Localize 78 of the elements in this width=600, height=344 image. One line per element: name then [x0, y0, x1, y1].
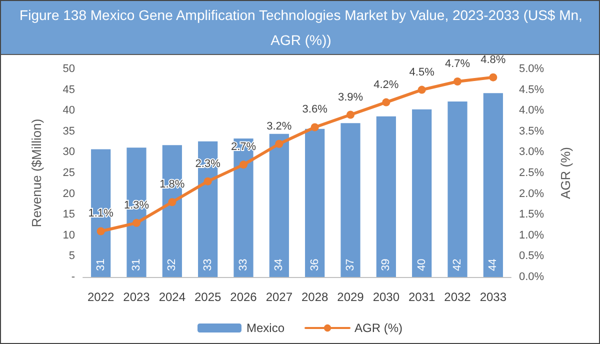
- bar: [305, 128, 325, 277]
- bar: [91, 149, 111, 277]
- x-tick-label: 2033: [480, 290, 507, 304]
- point: [382, 98, 390, 106]
- y-tick-label: -: [71, 271, 76, 283]
- data-label: 33: [202, 258, 214, 271]
- data-label: 31: [94, 258, 107, 271]
- data-label: 36: [308, 258, 321, 271]
- y-axis-title: Revenue ($Million): [29, 118, 44, 228]
- x-tick-label: 2025: [194, 290, 222, 304]
- point: [454, 77, 462, 86]
- data-label: 32: [166, 258, 178, 271]
- chart-title: Figure 138 Mexico Gene Amplification Technologies Market by Value, 2023-2033 (US$ Mn, AGR (%)): [1, 1, 599, 55]
- bar: [340, 123, 360, 277]
- bar: [448, 101, 468, 277]
- y2-tick-label: 2.5%: [519, 167, 544, 179]
- x-tick-label: 2026: [230, 290, 258, 304]
- point: [346, 110, 354, 119]
- y-tick-label: 50: [62, 63, 75, 75]
- data-label: 44: [487, 258, 500, 271]
- x-tick-label: 2029: [337, 290, 364, 304]
- data-label: 34: [273, 258, 286, 271]
- x-tick-label: 2030: [372, 290, 400, 304]
- y2-tick-label: 0.0%: [519, 271, 544, 283]
- point: [240, 160, 248, 169]
- y2-tick-label: 1.5%: [519, 208, 544, 221]
- y2-tick-label: 1.0%: [519, 229, 544, 242]
- bar: [376, 116, 396, 277]
- data-label: 42: [452, 258, 464, 271]
- point: [310, 123, 319, 132]
- y-tick-label: 10: [62, 229, 75, 242]
- data-label: 3.6%: [302, 104, 328, 116]
- data-label: 33: [238, 258, 250, 271]
- legend-label: AGR (%): [354, 321, 403, 335]
- y2-tick-label: 4.5%: [519, 84, 544, 96]
- data-label: 39: [380, 258, 392, 271]
- point: [275, 140, 284, 148]
- x-tick-label: 2024: [158, 290, 186, 304]
- point: [96, 227, 105, 236]
- x-tick-label: 2028: [301, 290, 329, 304]
- y2-axis-title: AGR (%): [558, 147, 573, 199]
- data-label: 3.2%: [266, 120, 292, 132]
- x-tick-label: 2023: [123, 290, 150, 304]
- x-tick-label: 2032: [444, 290, 472, 304]
- data-label: 40: [416, 258, 428, 271]
- y-tick-label: 35: [62, 125, 75, 138]
- y2-tick-label: 4.0%: [519, 104, 544, 117]
- data-label: 4.8%: [480, 54, 506, 66]
- data-label: 4.2%: [374, 78, 399, 91]
- bar: [412, 109, 432, 277]
- x-tick-label: 2022: [87, 290, 115, 304]
- data-label: 4.5%: [409, 66, 435, 78]
- bar: [483, 93, 503, 277]
- point: [489, 73, 498, 82]
- point: [204, 177, 212, 186]
- y-tick-label: 20: [62, 188, 75, 200]
- y2-tick-label: 0.5%: [519, 250, 544, 262]
- data-label: 37: [344, 258, 356, 271]
- point: [418, 86, 426, 94]
- point: [168, 198, 176, 206]
- data-label: 31: [130, 258, 142, 271]
- legend-label: Mexico: [246, 321, 285, 335]
- x-tick-label: 2027: [266, 290, 293, 304]
- y2-tick-label: 5.0%: [519, 63, 544, 75]
- y-tick-label: 25: [62, 167, 75, 179]
- bar: [269, 134, 289, 277]
- x-tick-label: 2031: [408, 290, 436, 304]
- y-tick-label: 5: [68, 250, 75, 262]
- y-tick-label: 15: [62, 208, 75, 221]
- y-tick-label: 30: [62, 146, 75, 158]
- data-label: 3.9%: [338, 91, 364, 104]
- y-tick-label: 40: [62, 104, 75, 117]
- y2-tick-label: 3.5%: [519, 125, 544, 138]
- data-label: 4.7%: [444, 58, 470, 70]
- y2-tick-label: 2.0%: [519, 188, 544, 200]
- y-tick-label: 45: [62, 84, 75, 96]
- point: [132, 218, 140, 227]
- y2-tick-label: 3.0%: [519, 146, 544, 158]
